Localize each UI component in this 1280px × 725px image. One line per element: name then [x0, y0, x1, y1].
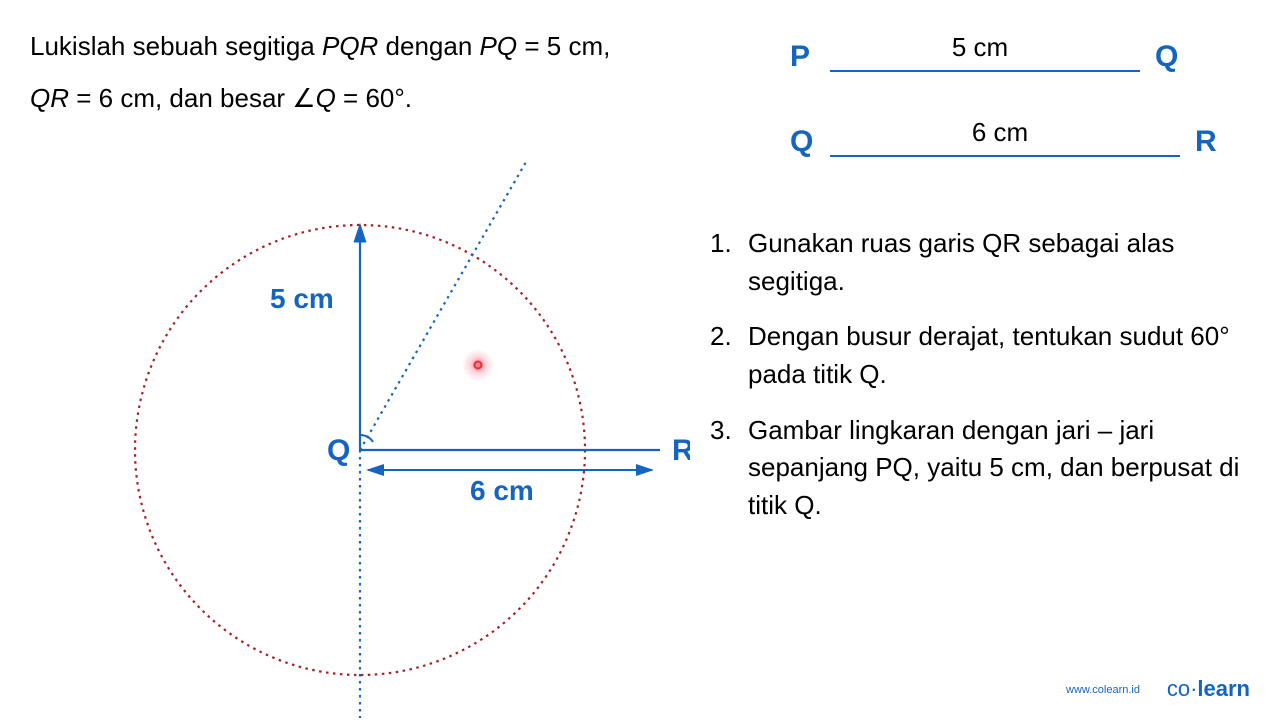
logo-prefix: co· — [1167, 676, 1198, 701]
qr-measure: 6 cm — [940, 117, 1060, 148]
text: Lukislah sebuah segitiga — [30, 31, 322, 61]
var-pqr: PQR — [322, 31, 378, 61]
pq-line — [830, 70, 1140, 72]
brand-logo: co·learn — [1167, 676, 1250, 702]
text: = 5 cm, — [517, 31, 610, 61]
var-q: Q — [316, 83, 336, 113]
instruction-3: Gambar lingkaran dengan jari – jari sepa… — [710, 412, 1250, 525]
construction-diagram: 5 cm 6 cm Q R — [90, 160, 690, 710]
text: dengan — [378, 31, 479, 61]
problem-statement: Lukislah sebuah segitiga PQR dengan PQ =… — [30, 20, 610, 124]
base-label: 6 cm — [470, 475, 534, 506]
diagram-r-label: R — [672, 434, 690, 467]
point-q-label: Q — [1155, 40, 1178, 74]
logo-bold: learn — [1197, 676, 1250, 701]
var-qr: QR — [30, 83, 69, 113]
angle-arc — [360, 435, 373, 442]
point-r-label: R — [1195, 125, 1217, 159]
var-pq: PQ — [480, 31, 518, 61]
text: = 60°. — [336, 83, 412, 113]
point-p-label: P — [790, 40, 810, 74]
text: = 6 cm, dan besar ∠ — [69, 83, 316, 113]
angle-ray-dotted — [360, 160, 530, 450]
point-q-label2: Q — [790, 125, 813, 159]
pq-measure: 5 cm — [920, 32, 1040, 63]
instruction-list: Gunakan ruas garis QR sebagai alas segit… — [710, 225, 1250, 543]
pointer-glow — [462, 349, 494, 381]
qr-line — [830, 155, 1180, 157]
radius-label: 5 cm — [270, 283, 334, 314]
diagram-svg: 5 cm 6 cm Q R — [90, 160, 690, 720]
instruction-1: Gunakan ruas garis QR sebagai alas segit… — [710, 225, 1250, 300]
diagram-q-label: Q — [327, 434, 350, 467]
instruction-2: Dengan busur derajat, tentukan sudut 60°… — [710, 318, 1250, 393]
brand-url: www.colearn.id — [1066, 684, 1140, 696]
